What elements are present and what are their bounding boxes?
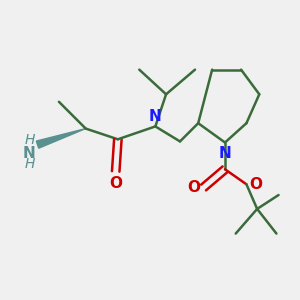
Text: N: N (22, 146, 35, 161)
Text: O: O (109, 176, 122, 191)
Text: O: O (188, 180, 200, 195)
Polygon shape (36, 129, 86, 148)
Text: H: H (25, 157, 35, 171)
Text: N: N (219, 146, 231, 161)
Text: O: O (250, 177, 262, 192)
Text: N: N (149, 109, 162, 124)
Text: H: H (25, 134, 35, 147)
